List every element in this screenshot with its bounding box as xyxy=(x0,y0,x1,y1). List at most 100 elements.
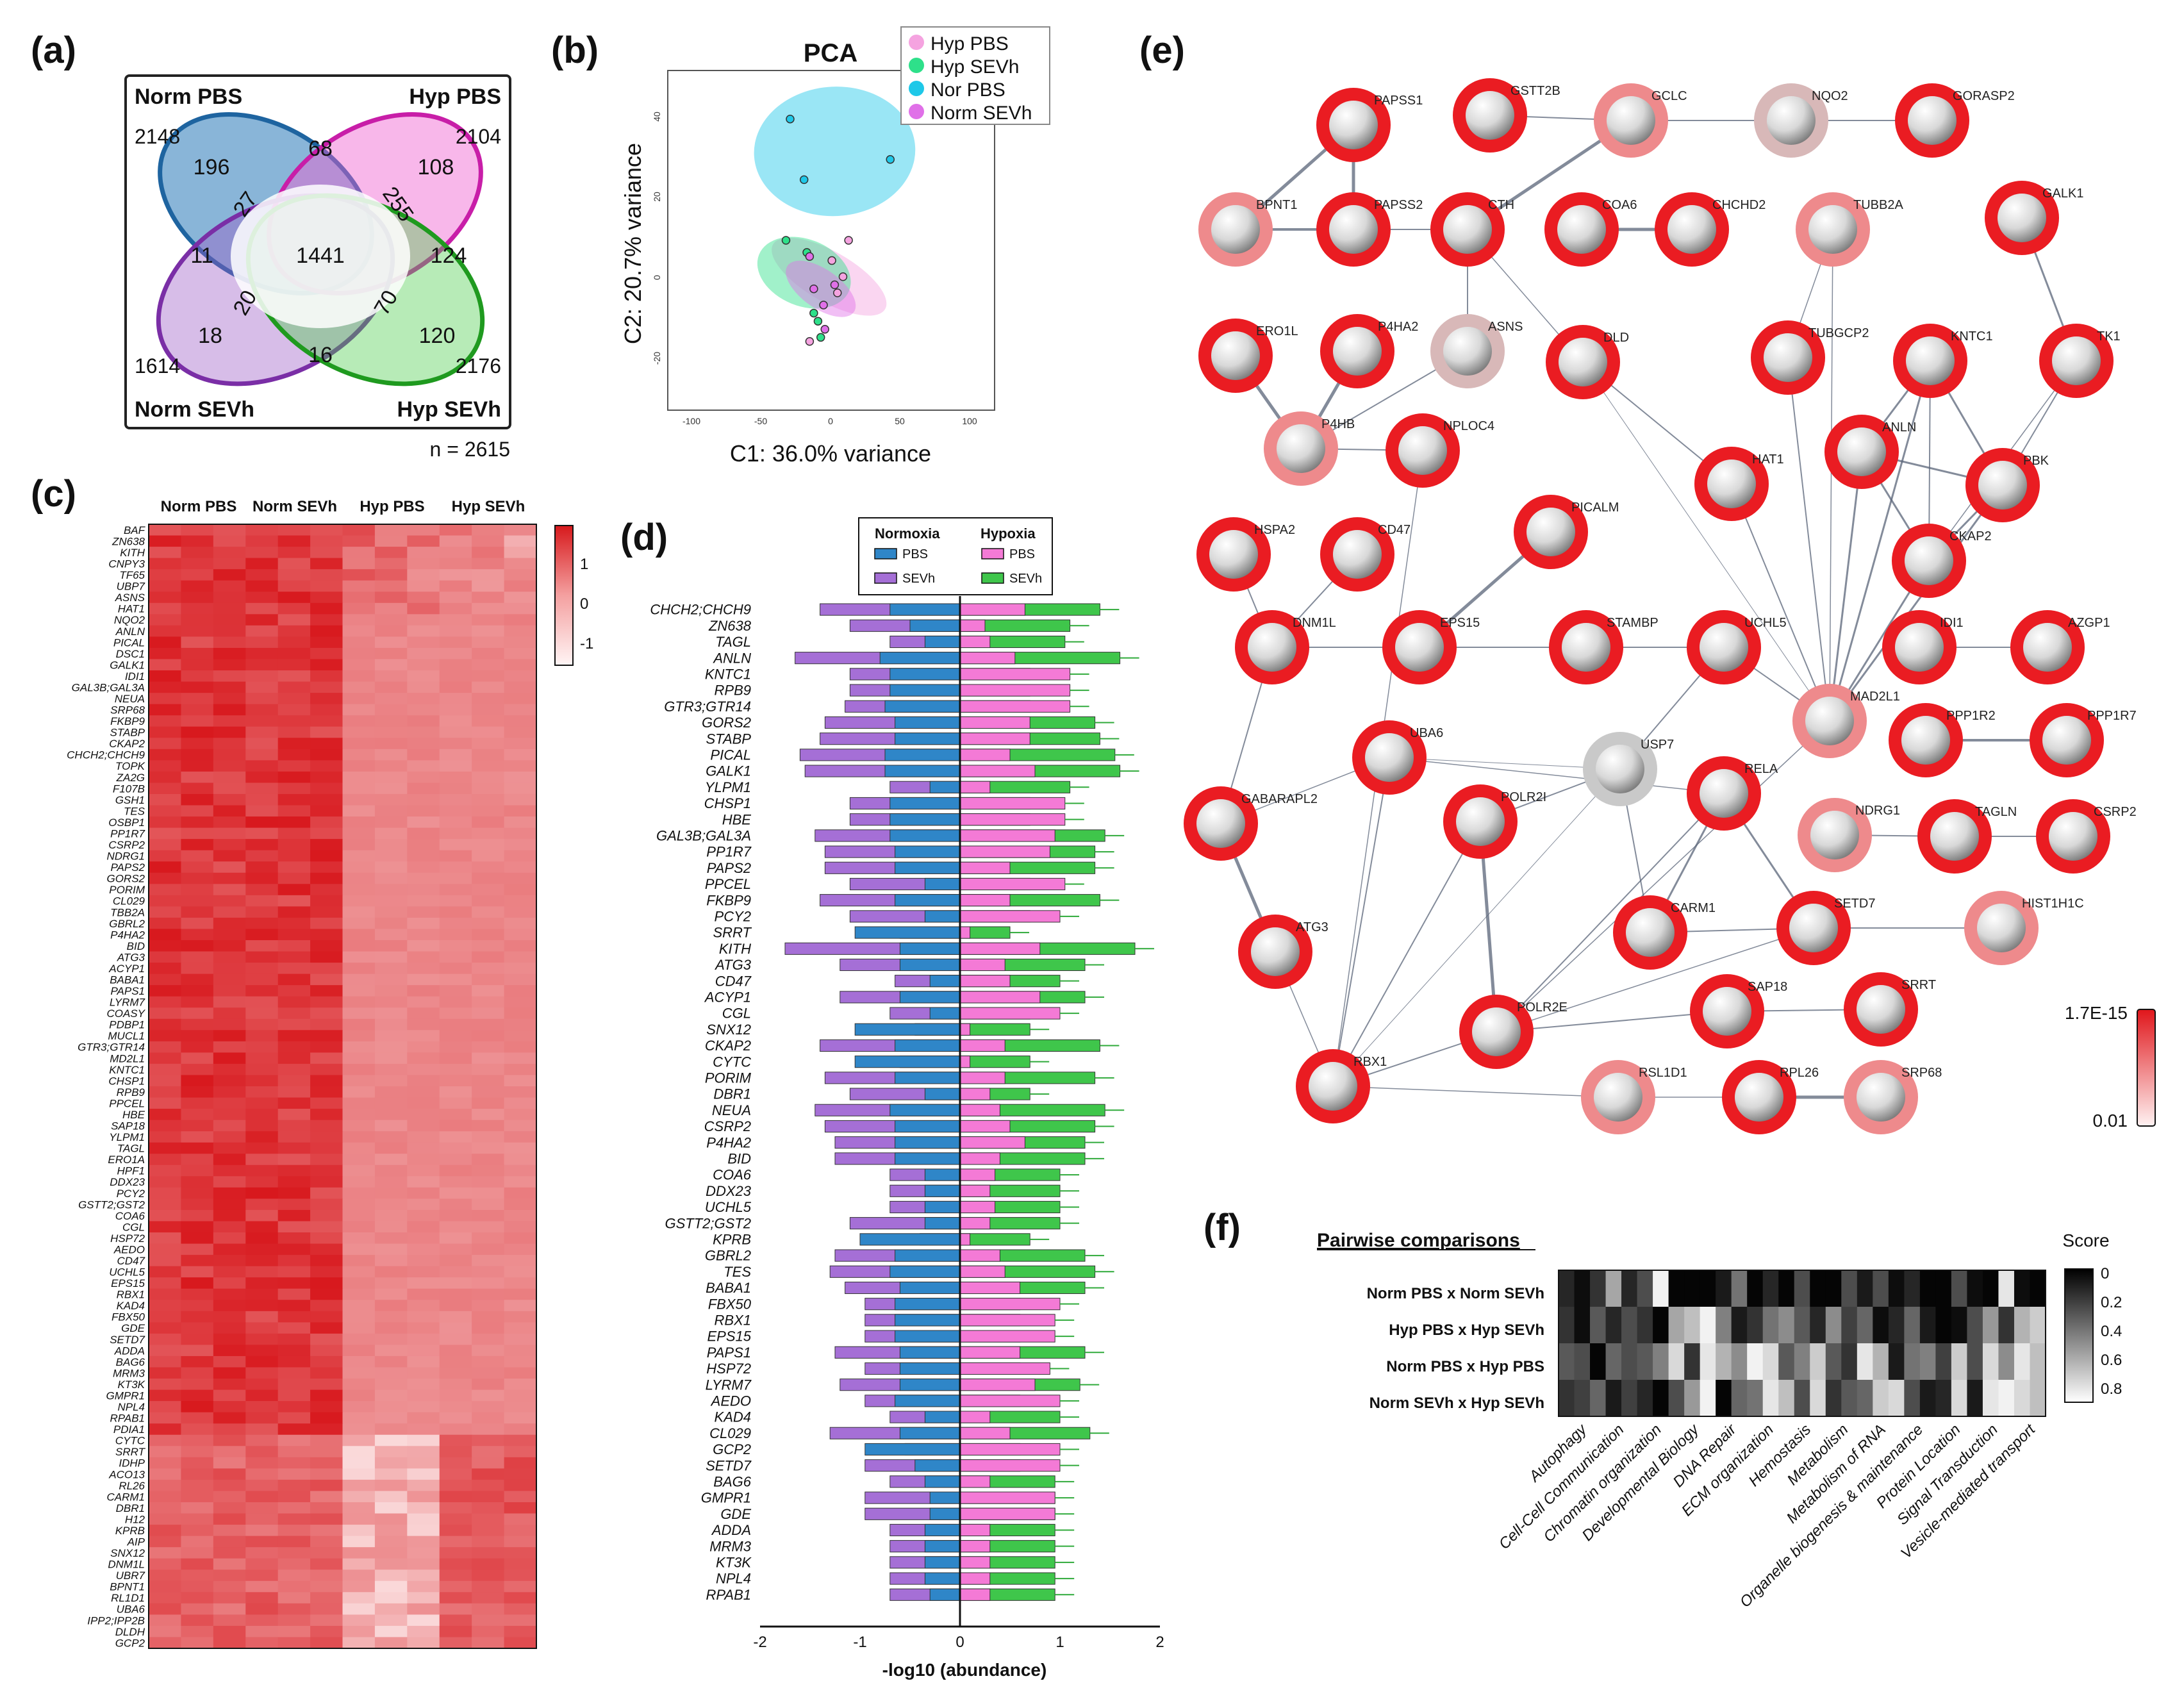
network-node[interactable]: NDRG1 xyxy=(1798,798,1900,872)
network-node[interactable]: ASNS xyxy=(1430,314,1523,388)
network-node[interactable]: NQO2 xyxy=(1754,83,1848,158)
network-node[interactable]: UBA6 xyxy=(1352,720,1443,795)
heatmap-cell xyxy=(181,1637,214,1649)
heatmap-cell xyxy=(504,558,537,570)
network-node[interactable]: CKAP2 xyxy=(1892,524,1992,598)
heatmap-cell xyxy=(504,872,537,884)
network-node[interactable]: UCHL5 xyxy=(1687,610,1787,684)
network-node[interactable]: GORASP2 xyxy=(1895,83,2015,158)
network-node[interactable]: PAPSS1 xyxy=(1316,88,1423,162)
bar-hyp-pbs xyxy=(959,1281,1021,1295)
heatmap-cell xyxy=(213,1412,246,1424)
network-node[interactable]: PPP1R7 xyxy=(2030,703,2137,777)
network-node[interactable]: MAD2L1 xyxy=(1792,684,1900,758)
network-node[interactable]: ATG3 xyxy=(1238,915,1328,989)
heatmap-cell xyxy=(149,760,182,772)
heatmap-cell xyxy=(310,973,343,986)
network-node[interactable]: P4HB xyxy=(1264,411,1355,486)
heatmap-cell xyxy=(149,1345,182,1357)
heatmap-cell xyxy=(310,1063,343,1076)
network-node[interactable]: TK1 xyxy=(2039,324,2121,398)
pca-ellipse xyxy=(772,238,887,316)
heatmap-cell xyxy=(374,1030,408,1042)
heatmap-cell xyxy=(277,636,311,649)
network-node[interactable]: PAPSS2 xyxy=(1316,192,1423,267)
network-node[interactable]: RBX1 xyxy=(1296,1049,1387,1123)
network-node[interactable]: RPL26 xyxy=(1722,1060,1819,1134)
network-node[interactable]: GALK1 xyxy=(1985,181,2083,255)
network-node[interactable]: AZGP1 xyxy=(2010,610,2110,684)
network-node[interactable]: PPP1R2 xyxy=(1889,703,1996,777)
network-node[interactable]: KNTC1 xyxy=(1893,324,1993,398)
pairwise-cell xyxy=(1637,1343,1653,1380)
network-node[interactable]: STAMBP xyxy=(1549,610,1659,684)
network-node[interactable]: PBK xyxy=(1965,448,2049,522)
network-node[interactable]: BPNT1 xyxy=(1198,192,1297,267)
heatmap-cell xyxy=(374,805,408,817)
heatmap-cell xyxy=(407,1637,440,1649)
heatmap-cell xyxy=(407,884,440,896)
network-node[interactable]: EPS15 xyxy=(1382,610,1480,684)
network-node[interactable]: RSL1D1 xyxy=(1581,1060,1687,1134)
network-node[interactable]: CHCHD2 xyxy=(1655,192,1766,267)
network-node[interactable]: POLR2E xyxy=(1459,995,1568,1069)
network-node[interactable]: CTH xyxy=(1430,192,1514,267)
network-node[interactable]: RELA xyxy=(1687,756,1778,831)
network-node[interactable]: DLD xyxy=(1546,325,1629,399)
network-node-label: ERO1L xyxy=(1256,324,1298,338)
network-node[interactable]: SRP68 xyxy=(1844,1060,1942,1134)
network-node[interactable]: GABARAPL2 xyxy=(1184,786,1318,861)
heatmap-cell xyxy=(407,715,440,727)
network-node[interactable]: HSPA2 xyxy=(1196,517,1295,592)
heatmap-cell xyxy=(213,1041,246,1053)
network-node[interactable]: POLR2I xyxy=(1443,784,1546,859)
network-node[interactable]: SETD7 xyxy=(1776,891,1875,965)
network-node[interactable]: HIST1H1C xyxy=(1964,891,2084,965)
pca-point xyxy=(844,236,853,245)
network-node[interactable]: NPLOC4 xyxy=(1386,413,1494,488)
heatmap-cell xyxy=(472,580,505,592)
pairwise-cell xyxy=(1590,1343,1607,1380)
network-node[interactable]: P4HA2 xyxy=(1320,314,1418,388)
network-node[interactable]: DNM1L xyxy=(1235,610,1336,684)
heatmap-cell xyxy=(407,996,440,1008)
heatmap-row-label: COA6 xyxy=(115,1210,145,1222)
network-node[interactable]: HAT1 xyxy=(1694,447,1784,521)
network-node[interactable]: IDI1 xyxy=(1882,610,1964,684)
network-node[interactable]: COA6 xyxy=(1544,192,1637,267)
network-node[interactable]: SAP18 xyxy=(1690,974,1787,1048)
heatmap-cell xyxy=(407,1311,440,1323)
pca-legend-label: Norm SEVh xyxy=(931,103,1032,124)
pairwise-cell xyxy=(1762,1307,1779,1344)
heatmap-cell xyxy=(277,1243,311,1255)
heatmap-cell xyxy=(439,1625,472,1638)
network-node-ball xyxy=(1248,623,1296,672)
network-node[interactable]: TUBB2A xyxy=(1796,192,1903,267)
heatmap-cell xyxy=(374,1243,408,1255)
network-node[interactable]: SRRT xyxy=(1844,972,1936,1047)
network-node-ball xyxy=(1978,461,2027,509)
network-node[interactable]: USP7 xyxy=(1583,732,1674,806)
heatmap-cell xyxy=(374,872,408,884)
network-node[interactable]: GCLC xyxy=(1594,83,1687,158)
network-node[interactable]: CSRP2 xyxy=(2036,799,2137,874)
heatmap-cell xyxy=(213,1367,246,1379)
network-node[interactable]: ERO1L xyxy=(1198,319,1298,393)
venn-region: 1441 xyxy=(296,244,345,268)
network-node[interactable]: CD47 xyxy=(1320,517,1410,592)
network-node[interactable]: GSTT2B xyxy=(1453,78,1560,153)
heatmap-cell xyxy=(245,884,279,896)
network-node[interactable]: ANLN xyxy=(1824,415,1916,489)
network-edge xyxy=(1787,357,1830,722)
network-node[interactable]: TAGLN xyxy=(1917,799,2017,874)
network-node[interactable]: TUBGCP2 xyxy=(1751,320,1869,395)
heatmap-cell xyxy=(149,940,182,952)
heatmap-cell xyxy=(504,1131,537,1143)
network-node-label: PPP1R7 xyxy=(2087,709,2137,723)
bar-norm-pbs xyxy=(924,1200,961,1214)
network-node[interactable]: PICALM xyxy=(1514,495,1619,569)
heatmap-cell xyxy=(407,524,440,536)
heatmap-cell xyxy=(181,647,214,660)
network-node[interactable]: CARM1 xyxy=(1613,895,1716,970)
pca-point xyxy=(799,175,809,185)
